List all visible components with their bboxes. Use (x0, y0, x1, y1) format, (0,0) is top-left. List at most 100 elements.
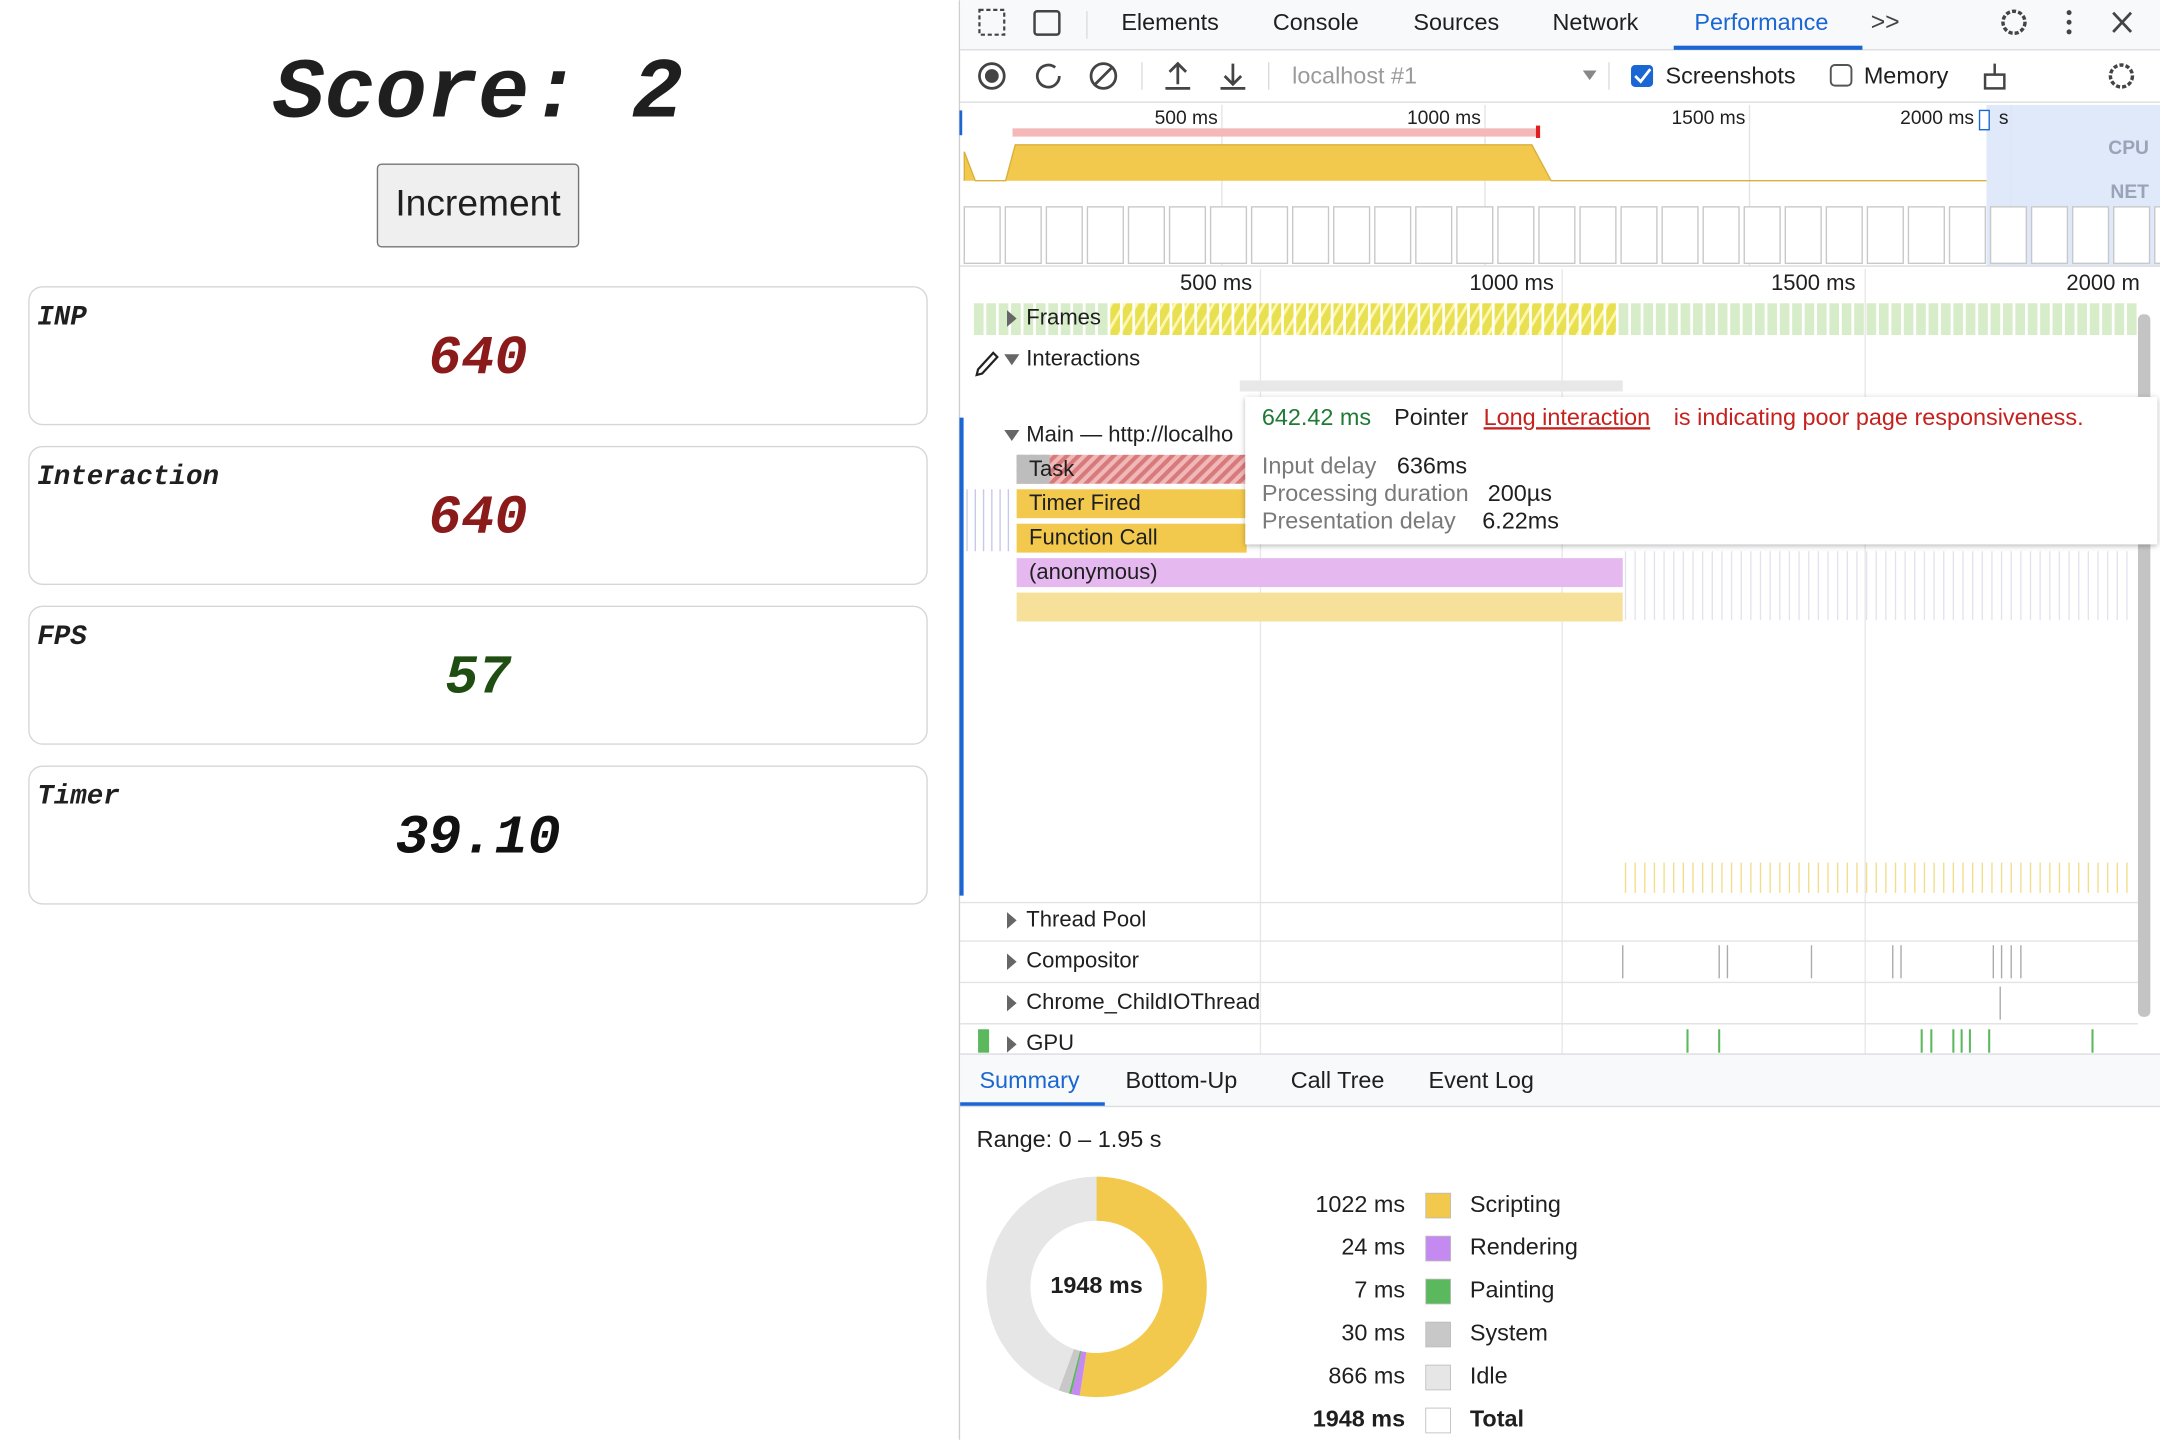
screenshot-thumb (1948, 206, 1987, 265)
thread-track[interactable]: Thread Pool (1026, 906, 1146, 931)
expand-arrow (1006, 1036, 1017, 1053)
tooltip-row-value: 6.22ms (1482, 508, 1559, 534)
frame-block (1321, 303, 1331, 335)
cpu-area (963, 144, 1987, 182)
bottom-tab[interactable]: Call Tree (1291, 1067, 1385, 1093)
tooltip-duration: 642.42 ms (1262, 404, 1371, 430)
download-button[interactable] (1220, 63, 1246, 90)
devtools-tab[interactable]: Network (1553, 9, 1639, 35)
interactions-track[interactable]: Interactions (1026, 346, 1140, 371)
increment-button[interactable] (376, 163, 580, 248)
frame-block (973, 303, 984, 335)
menu-dot[interactable] (2066, 19, 2072, 25)
bottom-tab[interactable]: Summary (979, 1067, 1079, 1093)
donut-center: 1948 ms (1050, 1272, 1142, 1298)
frame-block (1296, 303, 1306, 335)
frame-block (1420, 303, 1430, 335)
frame-block (1680, 303, 1691, 335)
frame-block (2002, 303, 2013, 335)
long-task-end (1535, 125, 1541, 138)
frame-block (1271, 303, 1282, 335)
devtools-tab[interactable]: Elements (1121, 9, 1219, 35)
screenshots-label: Screenshots (1665, 63, 1795, 89)
clear-button[interactable] (1089, 62, 1118, 90)
thread-track[interactable]: Compositor (1026, 948, 1139, 973)
screenshot-thumb (1209, 206, 1248, 265)
frame-block (1705, 303, 1716, 335)
frame-block (1469, 303, 1480, 335)
gc-button[interactable] (1983, 63, 2006, 90)
inspect-icon[interactable] (978, 8, 1006, 36)
frame-block (1593, 303, 1604, 335)
frame-block (1531, 303, 1542, 335)
memory-label: Memory (1864, 63, 1949, 89)
menu-dot[interactable] (2066, 29, 2072, 35)
screenshot-thumb (2071, 206, 2110, 265)
device-icon[interactable] (1033, 10, 1061, 36)
tooltip-row-value: 636ms (1397, 452, 1467, 478)
settings-icon[interactable] (2001, 9, 2027, 36)
frame-block (1816, 303, 1827, 335)
devtools-tab[interactable]: Console (1273, 9, 1359, 35)
record-button[interactable] (978, 62, 1006, 90)
frames-track[interactable]: Frames (1026, 304, 1101, 329)
frame-block (1717, 303, 1728, 335)
thread-track[interactable]: Chrome_ChildIOThread (1026, 989, 1260, 1014)
screenshot-thumb (1374, 206, 1412, 265)
frame-block (2089, 303, 2100, 335)
frame-block (1345, 303, 1356, 335)
upload-button[interactable] (1165, 61, 1191, 90)
score-title: Score: 2 (273, 45, 683, 142)
frame-block (1767, 303, 1778, 335)
capture-settings[interactable] (2108, 63, 2135, 89)
screenshot-thumb (1825, 206, 1863, 265)
target-select[interactable]: localhost #1 (1292, 63, 1417, 89)
more-tabs[interactable]: >> (1871, 9, 1900, 36)
increment-label[interactable]: Increment (395, 181, 561, 223)
summary-swatch (1425, 1278, 1451, 1305)
overview-tick: 1500 ms (1671, 108, 1745, 129)
frame-block (1197, 303, 1207, 335)
summary-value: 1948 ms (1313, 1406, 1405, 1432)
anonymous-block (1016, 558, 1623, 588)
frame-block (1147, 303, 1158, 335)
tooltip-message: is indicating poor page responsiveness. (1674, 404, 2084, 430)
frame-block (1507, 303, 1517, 335)
devtools-tab[interactable]: Sources (1413, 9, 1499, 35)
bottom-tab[interactable]: Event Log (1429, 1067, 1534, 1093)
metric-card (28, 605, 928, 745)
overview-tick: 2000 ms (1900, 108, 1974, 129)
expand-arrow (1006, 912, 1017, 929)
frame-block (1866, 303, 1877, 335)
collapse-arrow (1004, 354, 1020, 366)
frame-block (1494, 303, 1505, 335)
timer-block (1016, 489, 1247, 519)
memory-checkbox[interactable] (1829, 64, 1853, 87)
frame-block (1432, 303, 1443, 335)
devtools-tab[interactable]: Performance (1694, 9, 1828, 35)
tooltip-row-label: Input delay (1262, 452, 1377, 478)
donut-slice (1071, 1351, 1087, 1396)
summary-value: 7 ms (1354, 1277, 1405, 1303)
frame-block (1928, 303, 1939, 335)
reload-button[interactable] (1035, 63, 1061, 89)
tooltip-link[interactable]: Long interaction (1484, 404, 1651, 430)
metric-card (28, 445, 928, 586)
frame-block (1259, 303, 1269, 335)
summary-swatch (1425, 1321, 1451, 1348)
bottom-tab[interactable]: Bottom-Up (1125, 1067, 1237, 1093)
main-track[interactable]: Main — http://localho (1026, 421, 1233, 446)
menu-dot[interactable] (2066, 10, 2072, 16)
frame-block (1779, 303, 1790, 335)
summary-name: Scripting (1470, 1191, 1561, 1217)
flame-label: (anonymous) (1029, 559, 1158, 584)
frame-block (1234, 303, 1244, 335)
thread-track[interactable]: GPU (1026, 1030, 1074, 1055)
screenshot-thumb (1907, 206, 1945, 265)
bottom-tabs-bar (960, 1054, 2160, 1107)
screenshot-thumb (1620, 206, 1658, 265)
frame-block (1742, 303, 1753, 335)
overview-tick: 500 ms (1155, 108, 1218, 129)
screenshots-checkbox[interactable] (1631, 64, 1654, 88)
